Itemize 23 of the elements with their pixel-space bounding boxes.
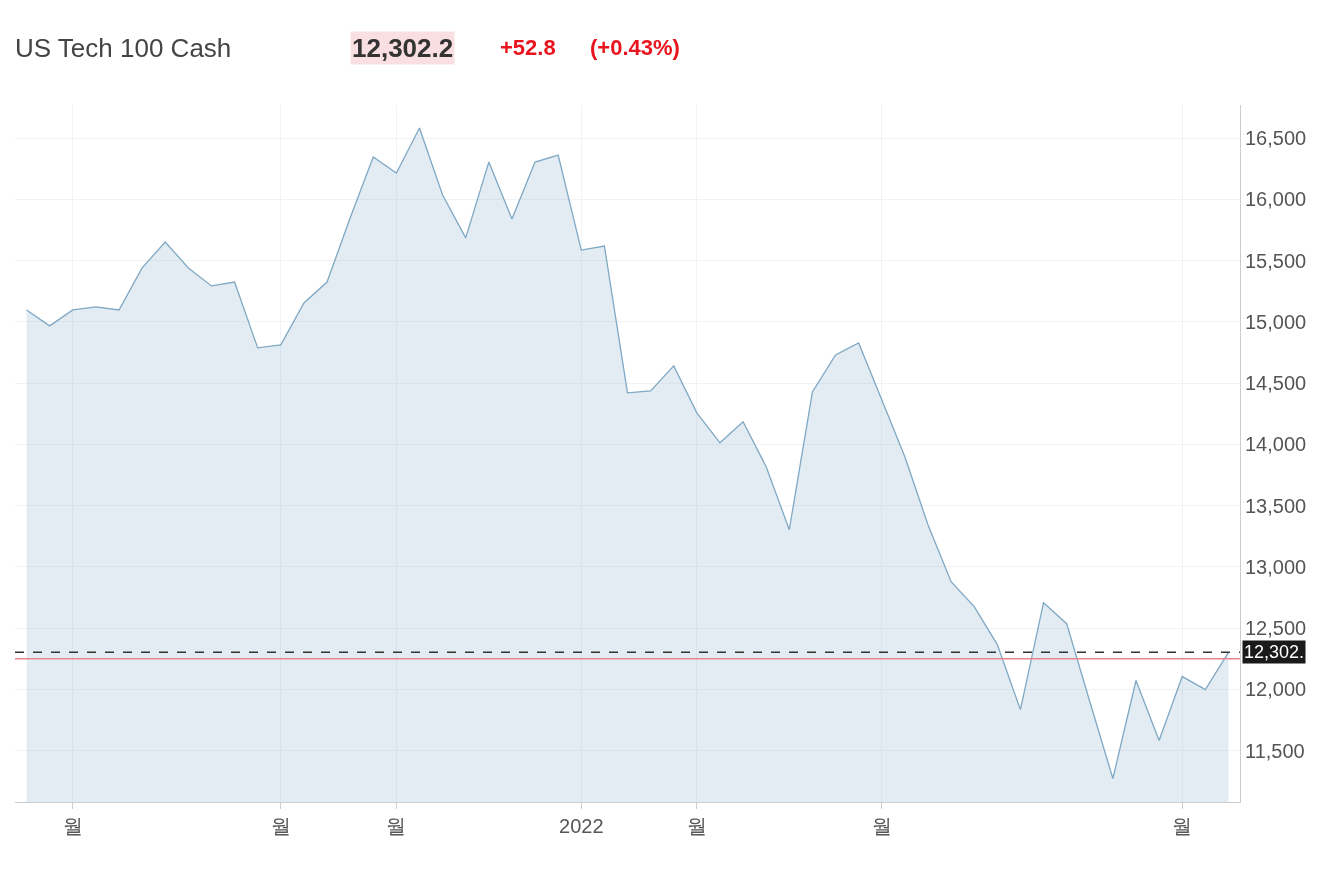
y-tick-label: 13,000: [1245, 555, 1307, 578]
x-tick-label: 월: [62, 815, 83, 837]
chart-title: US Tech 100 Cash: [15, 33, 232, 64]
text: 12,302.2: [352, 33, 454, 63]
x-tick-label: 2022: [559, 815, 604, 837]
y-tick-label: 16,000: [1245, 188, 1307, 211]
ref-line-label: 12,302.: [1244, 642, 1305, 662]
y-tick-label: 13,500: [1245, 494, 1307, 517]
y-tick-label: 14,000: [1245, 433, 1307, 456]
y-tick-label: 15,000: [1245, 310, 1307, 333]
text: +52.8: [500, 35, 556, 60]
x-tick-label: 월: [686, 815, 707, 837]
x-tick-label: 월: [871, 815, 892, 837]
y-tick-label: 16,500: [1245, 127, 1307, 150]
x-tick-label: 월: [1172, 815, 1193, 837]
x-tick-label: 월: [270, 815, 291, 837]
y-tick-label: 12,000: [1245, 678, 1307, 701]
y-tick-label: 14,500: [1245, 372, 1307, 395]
y-tick-label: 15,500: [1245, 249, 1307, 272]
text: (+0.43%): [590, 35, 680, 60]
y-tick-label: 11,500: [1245, 739, 1305, 762]
x-tick-label: 월: [386, 815, 407, 837]
y-tick-label: 12,500: [1245, 617, 1307, 640]
